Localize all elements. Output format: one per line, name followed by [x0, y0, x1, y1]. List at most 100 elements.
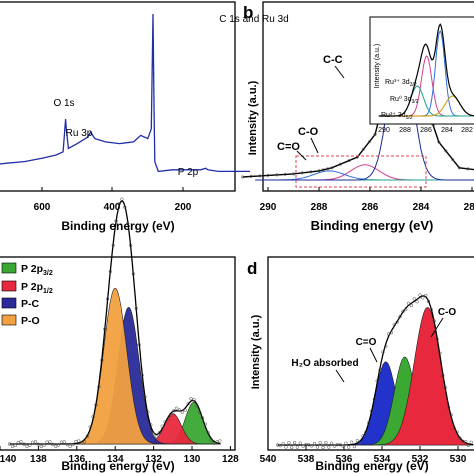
panel-b-inset-tick: 282 — [461, 127, 473, 134]
data-point — [258, 174, 262, 178]
x-tick-label: 288 — [311, 202, 328, 213]
data-point — [418, 293, 422, 297]
data-point — [117, 202, 121, 206]
data-point — [10, 444, 15, 449]
panel-d-x-ticks: 540 538 536 534 532 530 — [260, 446, 467, 465]
data-point — [332, 444, 337, 448]
data-point — [446, 405, 451, 410]
panel-b: b Intensity (a.u.) C-C C-O C=O Intensity… — [240, 1, 474, 233]
panel-b-label-c-eq-o: C=O — [277, 141, 300, 153]
data-point — [298, 441, 302, 445]
data-point — [275, 173, 279, 177]
data-point — [137, 343, 141, 347]
data-point — [443, 386, 448, 390]
data-point — [384, 344, 388, 349]
data-point — [309, 170, 313, 174]
legend-swatch — [1, 280, 17, 292]
data-point — [151, 432, 156, 436]
data-point — [149, 423, 153, 427]
data-point — [36, 442, 41, 446]
panel-a-frame — [0, 1, 236, 192]
data-point — [426, 299, 431, 304]
data-point — [424, 293, 428, 298]
x-tick-label: 136 — [68, 454, 85, 465]
legend-entry: P 2p1/2 — [21, 281, 53, 295]
panel-b-inset-envelope — [378, 23, 474, 117]
data-point — [375, 379, 379, 383]
data-point — [463, 439, 468, 444]
data-point — [432, 319, 436, 323]
panel-d-data-points — [275, 293, 473, 450]
data-point — [114, 219, 118, 223]
data-point — [361, 147, 365, 151]
x-tick-label: 540 — [260, 454, 277, 465]
panel-d-arrow-c-eq-o — [369, 347, 378, 363]
data-point — [378, 368, 382, 372]
data-point — [91, 415, 95, 419]
panel-c-xlabel: Binding energy (eV) — [61, 459, 174, 473]
data-point — [358, 441, 362, 445]
data-point — [71, 442, 75, 447]
x-tick-label: 140 — [0, 454, 17, 465]
data-point — [143, 395, 147, 399]
data-point — [321, 168, 325, 172]
panel-b-arrow-c-eq-o — [296, 150, 307, 161]
panel-b-ylabel: Intensity (a.u.) — [247, 80, 259, 155]
x-tick-label: 282 — [464, 202, 474, 213]
data-point — [389, 330, 394, 335]
panel-a: C 1s and Ru 3d O 1s Ru 3p P 2p 600 400 2… — [0, 1, 289, 233]
data-point — [347, 159, 351, 163]
x-tick-label: 128 — [222, 454, 239, 465]
legend-swatch — [1, 314, 17, 326]
data-point — [435, 337, 439, 341]
x-tick-label: 130 — [184, 454, 201, 465]
x-tick-label: 132 — [145, 454, 162, 465]
data-point — [166, 417, 170, 421]
panel-b-inset-tick: 286 — [420, 127, 432, 134]
data-point — [386, 332, 391, 336]
panel-b-xlabel: Binding energy (eV) — [311, 218, 434, 233]
data-point — [77, 439, 81, 443]
panel-d-label-co: C-O — [438, 307, 457, 318]
data-point — [249, 174, 253, 178]
data-point — [373, 132, 377, 136]
data-point — [409, 303, 414, 308]
panel-c-legend: P 2p3/2 P 2p1/2 P-C P-O — [1, 262, 53, 327]
x-tick-label: 284 — [413, 202, 430, 213]
data-point — [401, 309, 405, 314]
panel-d-label-h2o: H₂O absorbed — [291, 358, 358, 369]
x-tick-label: 138 — [30, 454, 47, 465]
data-point — [451, 158, 455, 162]
legend-entry: P 2p3/2 — [21, 263, 53, 277]
data-point — [100, 358, 104, 362]
data-point — [281, 441, 285, 446]
legend-entry: P-C — [21, 298, 40, 310]
x-tick-label: 134 — [107, 454, 124, 465]
panel-b-inset: Intensity (a.u.) Ru³⁺ 3d3/2 Ru⁰ 3d3/2 Ru… — [369, 16, 474, 134]
data-point — [327, 445, 331, 449]
data-point — [7, 442, 12, 446]
data-point — [45, 440, 49, 444]
data-point — [372, 397, 377, 401]
panel-b-inset-tick: 288 — [399, 127, 411, 134]
data-point — [28, 443, 32, 447]
panel-b-x-ticks: 290 288 286 284 282 — [260, 187, 474, 213]
data-point — [326, 167, 330, 171]
data-point — [421, 296, 425, 300]
data-point — [367, 140, 371, 144]
panel-a-label-p2p: P 2p — [178, 167, 199, 178]
data-point — [215, 440, 219, 444]
panel-a-label-c1s: C 1s and Ru 3d — [219, 14, 289, 25]
data-point — [154, 435, 159, 439]
x-tick-label: 286 — [362, 202, 379, 213]
panel-b-letter: b — [243, 3, 253, 22]
x-tick-label: 530 — [450, 454, 467, 465]
data-point — [361, 434, 365, 438]
data-point — [192, 398, 196, 402]
data-point — [212, 441, 216, 445]
data-point — [466, 443, 471, 448]
panel-b-inset-frame — [369, 16, 474, 125]
panel-a-xlabel: Binding energy (eV) — [61, 219, 174, 233]
data-point — [203, 422, 208, 426]
